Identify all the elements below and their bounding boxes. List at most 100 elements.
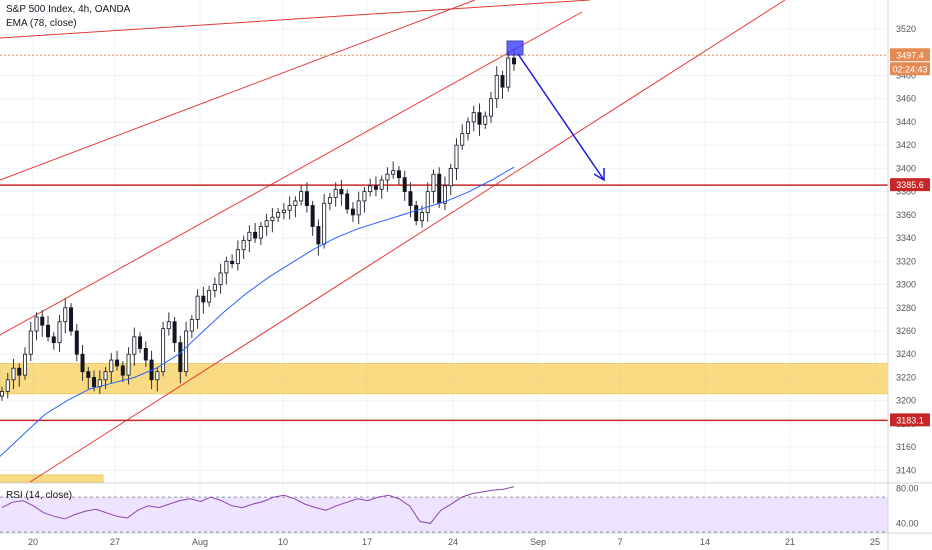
candle-body <box>327 197 332 204</box>
candle-body <box>218 272 223 285</box>
candle-body <box>299 191 304 202</box>
candle-body <box>247 231 252 241</box>
candle-body <box>448 168 453 187</box>
candle-body <box>57 321 62 344</box>
candle-body <box>115 359 120 367</box>
candle-body <box>362 191 367 202</box>
rsi-band <box>0 497 888 532</box>
candle-body <box>253 231 258 239</box>
candle-body <box>63 307 68 323</box>
y-tick-label: 3480 <box>896 70 916 80</box>
support-price-badge-bg <box>890 413 930 427</box>
x-tick-label: 20 <box>28 537 38 547</box>
candle-body <box>40 316 45 326</box>
candle-body <box>345 193 350 210</box>
candle-body <box>126 353 131 376</box>
candle-body <box>431 173 436 193</box>
candle-body <box>454 144 459 169</box>
candle-body <box>132 336 137 355</box>
candle-body <box>69 307 74 332</box>
candle-body <box>11 367 16 381</box>
candle-body <box>258 226 263 239</box>
y-tick-label: 3240 <box>896 349 916 359</box>
candle-body <box>138 336 143 349</box>
supply-demand-zone <box>0 474 104 483</box>
candle-body <box>316 226 321 245</box>
candle-body <box>437 173 442 204</box>
candle-body <box>304 191 309 206</box>
current-price-badge: 3497.4 <box>896 50 924 60</box>
candle-body <box>51 336 56 344</box>
candle-body <box>201 295 206 303</box>
x-tick-label: 21 <box>785 537 795 547</box>
candle-body <box>86 371 91 378</box>
candle-body <box>368 185 373 193</box>
highlight-box <box>506 40 524 56</box>
ema-line <box>0 166 515 457</box>
rsi-tick-label: 80.00 <box>896 483 919 493</box>
candle-body <box>92 377 97 388</box>
x-tick-label: Aug <box>192 537 208 547</box>
x-tick-label: 7 <box>617 537 622 547</box>
y-tick-label: 3460 <box>896 94 916 104</box>
y-tick-label: 3260 <box>896 326 916 336</box>
candle-body <box>385 173 390 181</box>
y-tick-label: 3300 <box>896 280 916 290</box>
candle-body <box>120 365 125 376</box>
ema-indicator-label: EMA (78, close) <box>6 18 77 29</box>
candle-body <box>350 208 355 216</box>
y-tick-label: 3160 <box>896 442 916 452</box>
candle-body <box>155 371 160 381</box>
candle-body <box>512 57 517 65</box>
candle-body <box>17 367 22 376</box>
candle-body <box>408 191 413 206</box>
candle-body <box>212 284 217 291</box>
candle-body <box>483 115 488 125</box>
x-tick-label: 27 <box>110 537 120 547</box>
candle-body <box>28 330 33 355</box>
candle-body <box>184 330 189 373</box>
chart-title: S&P 500 Index, 4h, OANDA <box>6 4 131 15</box>
candle-body <box>414 205 419 222</box>
candle-body <box>396 170 401 179</box>
candle-body <box>276 212 281 218</box>
x-tick-label: 10 <box>278 537 288 547</box>
candle-body <box>356 200 361 216</box>
y-tick-label: 3140 <box>896 465 916 475</box>
candle-body <box>161 328 166 373</box>
rsi-tick-label: 40.00 <box>896 518 919 528</box>
resistance-price-badge: 3385.6 <box>896 180 924 190</box>
candle-body <box>419 212 424 222</box>
candle-body <box>281 209 286 213</box>
candle-body <box>5 379 10 392</box>
candle-body <box>379 179 384 190</box>
x-tick-label: 17 <box>362 537 372 547</box>
candle-body <box>339 188 344 195</box>
y-tick-label: 3200 <box>896 396 916 406</box>
x-tick-label: 25 <box>870 537 880 547</box>
supply-demand-zone <box>0 363 889 395</box>
y-tick-label: 3220 <box>896 372 916 382</box>
x-tick-label: Sep <box>530 537 546 547</box>
candle-body <box>460 133 465 146</box>
candle-body <box>34 316 39 332</box>
candle-body <box>103 371 108 381</box>
candle-body <box>488 98 493 117</box>
candle-body <box>287 205 292 211</box>
x-tick-label: 24 <box>448 537 458 547</box>
y-tick-label: 3340 <box>896 233 916 243</box>
y-tick-label: 3360 <box>896 210 916 220</box>
current-price-badge-bg <box>890 48 930 62</box>
rsi-line <box>1 486 515 524</box>
candle-body <box>178 342 183 373</box>
price-axis-panel <box>888 0 932 550</box>
candle-body <box>224 260 229 274</box>
projection-arrow-shaft <box>517 53 605 181</box>
candle-body <box>322 202 327 245</box>
candle-body <box>235 249 240 265</box>
candle-body <box>373 185 378 190</box>
candle-body <box>80 353 85 373</box>
